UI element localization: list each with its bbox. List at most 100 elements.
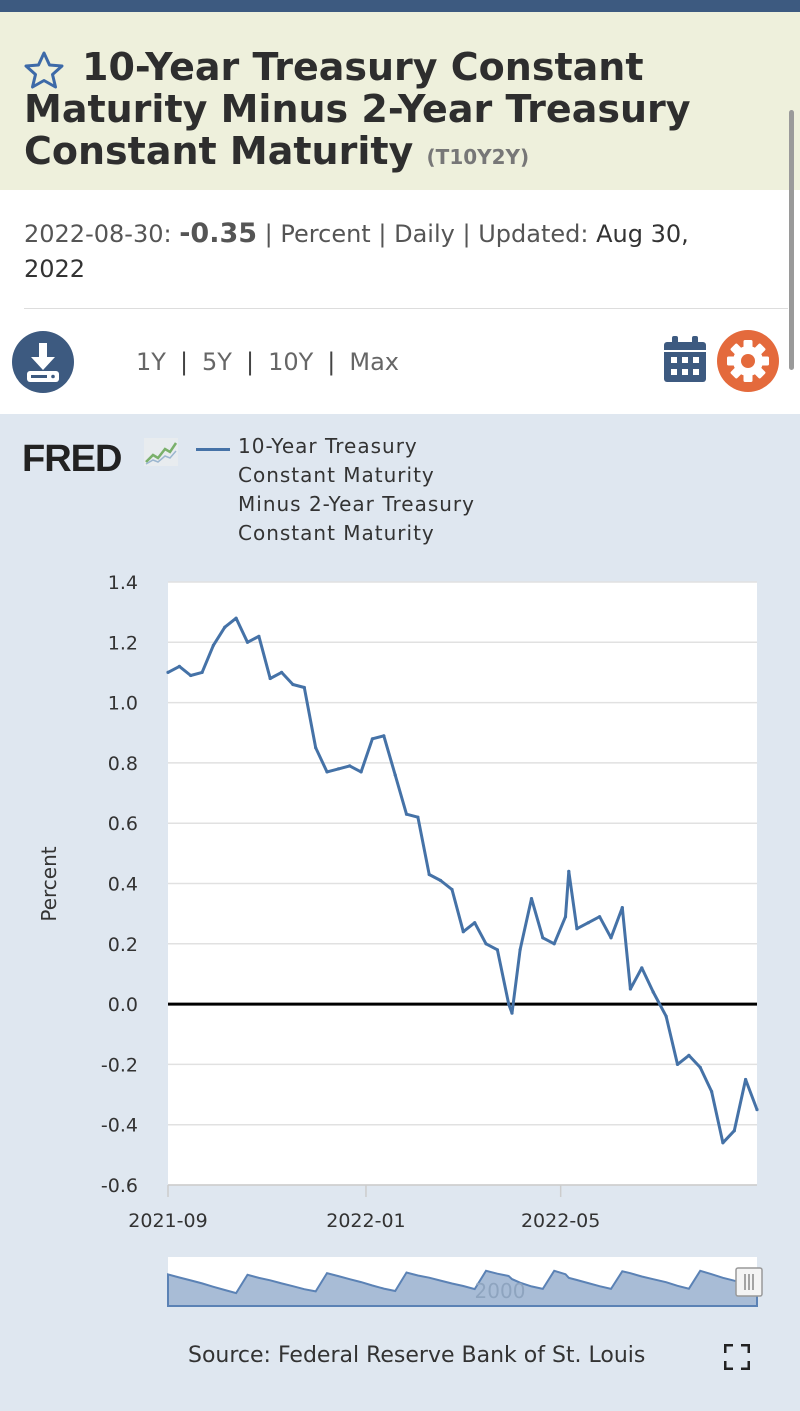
- page-scrollbar[interactable]: [789, 110, 794, 370]
- updated-year: 2022: [24, 255, 86, 283]
- title-line-2: Maturity Minus 2-Year Treasury: [24, 87, 691, 131]
- range-navigator[interactable]: 2000: [167, 1257, 763, 1307]
- gear-icon: [727, 340, 769, 382]
- y-tick-label: 1.4: [108, 572, 138, 594]
- series-meta: 2022-08-30: -0.35 | Percent | Daily | Up…: [24, 216, 764, 287]
- settings-button[interactable]: [717, 330, 779, 392]
- data-point: [268, 676, 272, 681]
- data-point: [518, 948, 522, 952]
- updated-label: Updated:: [478, 220, 589, 248]
- star-icon[interactable]: [22, 50, 66, 90]
- legend-line-4: Constant Maturity: [238, 521, 435, 545]
- data-point: [166, 670, 170, 675]
- chart-source: Source: Federal Reserve Bank of St. Loui…: [188, 1343, 646, 1368]
- x-tick-label: 2021-09: [128, 1210, 207, 1232]
- data-point: [620, 906, 624, 910]
- y-tick-label: 1.0: [108, 693, 138, 715]
- data-point: [336, 767, 340, 771]
- data-point: [529, 897, 534, 901]
- data-point: [484, 942, 488, 946]
- download-button[interactable]: [12, 331, 74, 393]
- data-point: [609, 936, 613, 940]
- data-point: [586, 921, 590, 925]
- data-point: [382, 734, 386, 738]
- data-point: [439, 878, 443, 883]
- data-point: [575, 927, 579, 931]
- y-tick-label: 0.4: [108, 874, 138, 896]
- data-point: [675, 1062, 680, 1066]
- range-5y[interactable]: 5Y: [202, 348, 232, 376]
- data-point: [348, 764, 352, 768]
- updated-value: Aug 30,: [596, 220, 689, 248]
- fred-logo: FRED: [22, 438, 122, 480]
- data-point: [416, 815, 420, 819]
- meta-panel: 2022-08-30: -0.35 | Percent | Daily | Up…: [0, 190, 800, 414]
- data-point: [461, 930, 465, 934]
- data-point: [234, 616, 238, 620]
- data-point: [404, 812, 409, 816]
- y-tick-label: 0.0: [108, 994, 138, 1016]
- y-tick-label: 1.2: [108, 632, 138, 654]
- navigator-label: 2000: [475, 1279, 526, 1303]
- legend-line-3: Minus 2-Year Treasury: [238, 492, 475, 516]
- observation-value: -0.35: [179, 218, 258, 249]
- data-point: [370, 737, 374, 741]
- title-line-1: 10-Year Treasury Constant: [82, 45, 644, 89]
- data-point: [314, 746, 318, 750]
- data-point: [598, 915, 602, 919]
- fullscreen-icon[interactable]: [724, 1344, 750, 1370]
- data-point: [651, 990, 655, 994]
- data-point: [189, 673, 193, 678]
- data-point: [291, 682, 295, 687]
- data-point: [552, 942, 556, 946]
- range-10y[interactable]: 10Y: [268, 348, 314, 376]
- y-tick-label: -0.2: [101, 1054, 138, 1076]
- data-point: [302, 685, 306, 690]
- units: Percent: [280, 220, 371, 248]
- range-selector: 1Y | 5Y | 10Y | Max: [136, 348, 399, 376]
- data-point: [687, 1053, 691, 1057]
- y-tick-label: -0.6: [101, 1175, 138, 1197]
- data-point: [563, 915, 568, 919]
- calendar-icon[interactable]: [662, 334, 708, 384]
- range-max[interactable]: Max: [349, 348, 399, 376]
- data-point: [257, 634, 261, 638]
- data-point: [211, 643, 215, 647]
- data-point: [721, 1141, 725, 1145]
- range-1y[interactable]: 1Y: [136, 348, 166, 376]
- legend-line-2: Constant Maturity: [238, 463, 435, 487]
- title-line-3: Constant Maturity: [24, 129, 414, 173]
- data-point: [325, 770, 329, 774]
- data-point: [280, 670, 284, 675]
- data-point: [507, 1002, 511, 1006]
- data-point: [628, 987, 633, 991]
- data-point: [567, 869, 571, 874]
- data-point: [510, 1011, 514, 1015]
- data-point: [640, 966, 644, 970]
- y-axis-label: Percent: [37, 846, 61, 921]
- data-point: [744, 1077, 748, 1082]
- observation-date: 2022-08-30:: [24, 220, 172, 248]
- legend-line-1: 10-Year Treasury: [238, 434, 418, 458]
- navigator-series: [167, 1269, 758, 1307]
- range-separator: |: [179, 348, 189, 376]
- data-point: [698, 1065, 702, 1069]
- range-separator: |: [245, 348, 255, 376]
- range-separator: |: [327, 348, 336, 376]
- data-point: [427, 872, 431, 877]
- data-point: [710, 1089, 714, 1094]
- meta-separator: |: [264, 220, 273, 248]
- data-point: [755, 1108, 759, 1112]
- frequency: Daily: [394, 220, 455, 248]
- data-point: [541, 936, 545, 940]
- data-point: [223, 625, 227, 629]
- line-chart: 1.4 1.2 1.0 0.8 0.6 0.4 0.2 0.0 -0.2 -0.4 -0.6 202…: [37, 572, 763, 1307]
- y-tick-label: 0.2: [108, 934, 138, 956]
- data-point: [450, 887, 454, 892]
- data-point: [664, 1014, 668, 1018]
- y-tick-label: 0.6: [108, 813, 138, 835]
- data-point: [245, 640, 250, 644]
- data-point: [473, 921, 477, 925]
- title-band: [0, 12, 800, 190]
- legend-swatch: [196, 448, 230, 451]
